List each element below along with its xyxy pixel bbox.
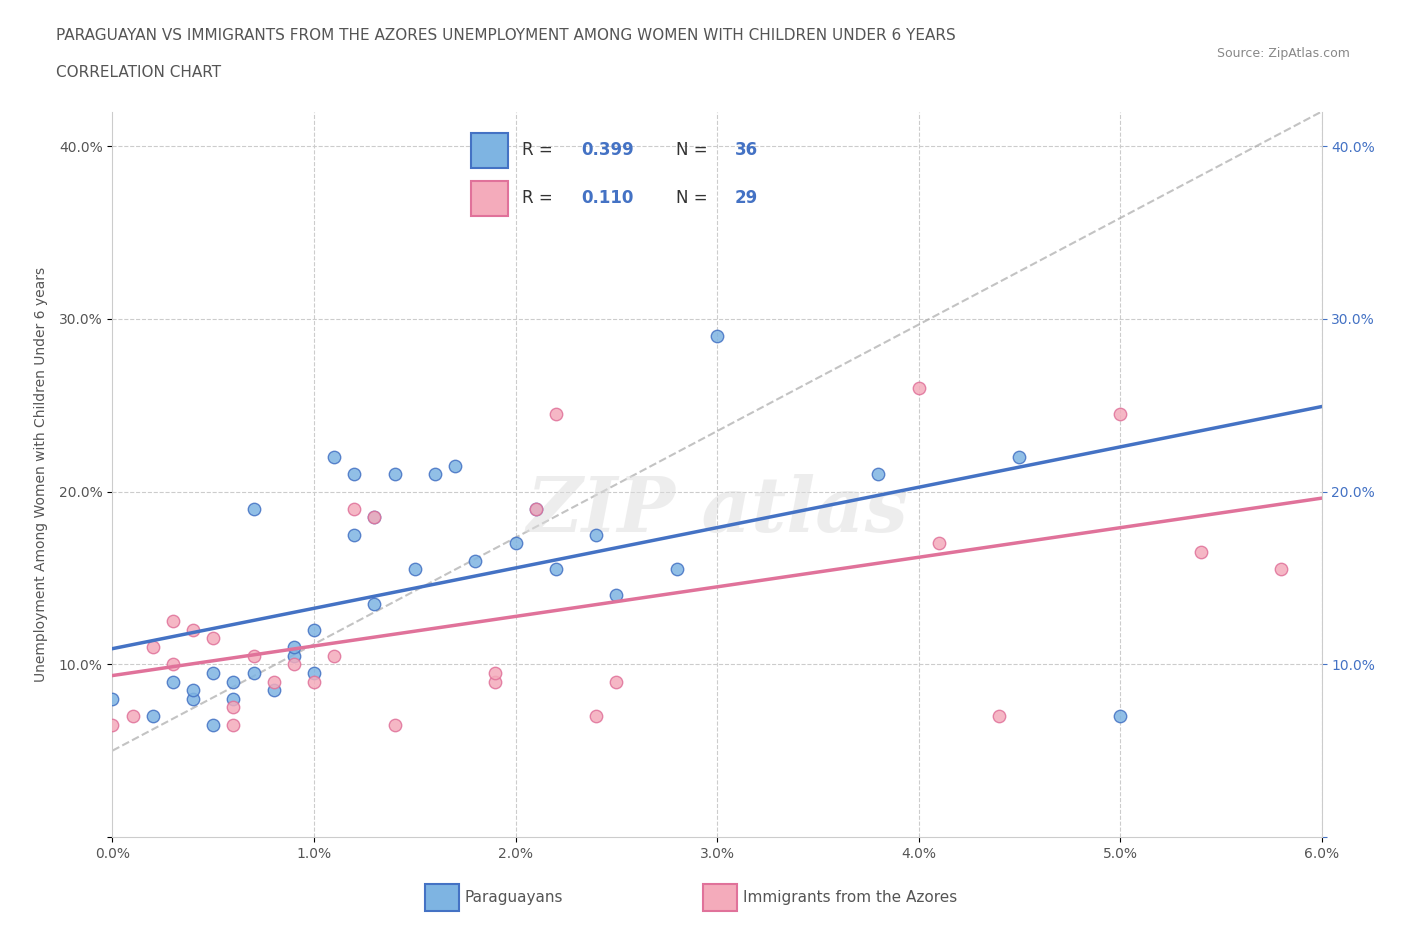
Point (142, 709, 165, 724)
Point (868, 467, 890, 482)
FancyBboxPatch shape (471, 133, 508, 168)
Point (544, 562, 567, 577)
FancyBboxPatch shape (425, 884, 458, 911)
Point (283, 657, 305, 671)
Point (484, 666, 506, 681)
Point (181, 683, 204, 698)
Point (222, 700, 245, 715)
Point (384, 467, 406, 482)
Point (363, 510, 385, 525)
Point (1008, 449, 1031, 464)
Point (343, 501, 366, 516)
Point (283, 640, 305, 655)
Point (524, 501, 547, 516)
Text: CORRELATION CHART: CORRELATION CHART (56, 65, 221, 80)
Point (423, 467, 446, 482)
Point (363, 596, 385, 611)
Point (343, 467, 366, 482)
Point (222, 691, 245, 706)
Point (505, 536, 527, 551)
Point (605, 674, 627, 689)
Point (101, 691, 124, 706)
Text: PARAGUAYAN VS IMMIGRANTS FROM THE AZORES UNEMPLOYMENT AMONG WOMEN WITH CHILDREN : PARAGUAYAN VS IMMIGRANTS FROM THE AZORES… (56, 28, 956, 43)
Point (202, 666, 225, 681)
Point (302, 674, 325, 689)
Point (665, 562, 688, 577)
Point (605, 588, 627, 603)
Text: R =: R = (523, 190, 564, 207)
Point (162, 614, 184, 629)
Text: Source: ZipAtlas.com: Source: ZipAtlas.com (1216, 46, 1350, 60)
Point (907, 380, 929, 395)
Point (242, 501, 264, 516)
Point (384, 717, 406, 732)
Point (585, 527, 607, 542)
Point (222, 674, 245, 689)
Point (928, 536, 950, 551)
Point (242, 648, 264, 663)
Y-axis label: Unemployment Among Women with Children Under 6 years: Unemployment Among Women with Children U… (34, 267, 48, 682)
Point (323, 449, 346, 464)
Text: 36: 36 (734, 141, 758, 159)
FancyBboxPatch shape (471, 180, 508, 216)
Text: Paraguayans: Paraguayans (465, 890, 564, 905)
Point (1189, 545, 1212, 560)
Point (444, 458, 467, 473)
Point (202, 631, 225, 645)
Point (242, 666, 264, 681)
Point (263, 674, 285, 689)
Text: Immigrants from the Azores: Immigrants from the Azores (744, 890, 957, 905)
Point (544, 406, 567, 421)
Point (323, 648, 346, 663)
Point (302, 666, 325, 681)
Point (101, 717, 124, 732)
Point (181, 622, 204, 637)
Point (1109, 406, 1132, 421)
Text: 29: 29 (734, 190, 758, 207)
Point (363, 510, 385, 525)
Point (162, 674, 184, 689)
Point (404, 562, 426, 577)
Point (1270, 562, 1292, 577)
Text: N =: N = (676, 141, 713, 159)
Point (706, 328, 728, 343)
Point (1109, 709, 1132, 724)
Text: 0.110: 0.110 (581, 190, 633, 207)
Text: ZIP atlas: ZIP atlas (526, 473, 908, 548)
Text: N =: N = (676, 190, 713, 207)
Point (524, 501, 547, 516)
Point (988, 709, 1011, 724)
Point (222, 717, 245, 732)
Text: 0.399: 0.399 (581, 141, 634, 159)
Point (121, 709, 143, 724)
Point (142, 640, 165, 655)
FancyBboxPatch shape (703, 884, 737, 911)
Point (484, 674, 506, 689)
Text: R =: R = (523, 141, 558, 159)
Point (302, 622, 325, 637)
Point (162, 657, 184, 671)
Point (181, 691, 204, 706)
Point (464, 553, 486, 568)
Point (263, 683, 285, 698)
Point (283, 648, 305, 663)
Point (585, 709, 607, 724)
Point (343, 527, 366, 542)
Point (202, 717, 225, 732)
